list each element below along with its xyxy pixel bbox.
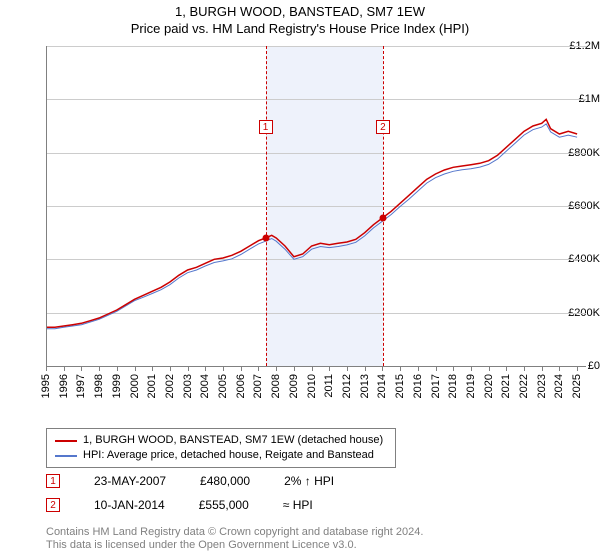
xtick-mark [489,366,490,371]
sale-badge: 1 [46,474,60,488]
xtick-mark [205,366,206,371]
xtick-mark [81,366,82,371]
xtick-label: 2023 [536,374,548,398]
marker-badge: 2 [376,120,390,134]
legend-swatch [55,455,77,457]
xtick-mark [312,366,313,371]
xtick-label: 2020 [483,374,495,398]
xtick-label: 2009 [288,374,300,398]
xtick-label: 2001 [146,374,158,398]
xtick-mark [382,366,383,371]
xtick-mark [418,366,419,371]
xtick-mark [347,366,348,371]
xtick-label: 1998 [93,374,105,398]
xtick-mark [170,366,171,371]
xtick-mark [365,366,366,371]
footer-attribution: Contains HM Land Registry data © Crown c… [46,526,423,552]
xtick-mark [99,366,100,371]
xtick-label: 1995 [40,374,52,398]
legend-swatch [55,440,77,442]
xtick-mark [117,366,118,371]
xtick-label: 2013 [359,374,371,398]
series-line [46,119,577,327]
marker-vline [266,46,267,366]
xtick-mark [577,366,578,371]
legend-item: HPI: Average price, detached house, Reig… [55,448,387,463]
sale-price: £555,000 [199,498,249,512]
sale-price: £480,000 [200,474,250,488]
legend-label: HPI: Average price, detached house, Reig… [83,448,374,463]
sale-delta: 2% ↑ HPI [284,474,334,488]
xtick-label: 2012 [341,374,353,398]
chart-subtitle: Price paid vs. HM Land Registry's House … [0,19,600,36]
xtick-label: 2014 [376,374,388,398]
sale-row: 2 10-JAN-2014 £555,000 ≈ HPI [46,498,313,512]
marker-badge: 1 [259,120,273,134]
xtick-mark [135,366,136,371]
xtick-mark [241,366,242,371]
xtick-mark [152,366,153,371]
xtick-mark [223,366,224,371]
xtick-label: 2025 [571,374,583,398]
sale-date: 23-MAY-2007 [94,474,166,488]
xtick-label: 2007 [252,374,264,398]
xtick-mark [506,366,507,371]
xtick-label: 2005 [217,374,229,398]
xtick-label: 2010 [306,374,318,398]
xtick-label: 2022 [518,374,530,398]
legend: 1, BURGH WOOD, BANSTEAD, SM7 1EW (detach… [46,428,396,468]
xtick-label: 2004 [199,374,211,398]
xtick-mark [471,366,472,371]
xtick-mark [329,366,330,371]
xtick-label: 2006 [235,374,247,398]
chart-title: 1, BURGH WOOD, BANSTEAD, SM7 1EW [0,0,600,19]
xtick-label: 2021 [500,374,512,398]
xtick-label: 2000 [129,374,141,398]
sale-date: 10-JAN-2014 [94,498,165,512]
xtick-mark [400,366,401,371]
sale-delta: ≈ HPI [283,498,313,512]
xtick-label: 2008 [270,374,282,398]
xtick-label: 2016 [412,374,424,398]
xtick-label: 2003 [182,374,194,398]
xtick-mark [258,366,259,371]
xtick-mark [276,366,277,371]
xtick-mark [294,366,295,371]
xtick-mark [188,366,189,371]
xtick-label: 2002 [164,374,176,398]
footer-line2: This data is licensed under the Open Gov… [46,539,423,552]
xtick-label: 1997 [75,374,87,398]
xtick-mark [542,366,543,371]
xtick-mark [64,366,65,371]
xtick-label: 2017 [430,374,442,398]
sale-badge: 2 [46,498,60,512]
xtick-label: 2018 [447,374,459,398]
sale-row: 1 23-MAY-2007 £480,000 2% ↑ HPI [46,474,334,488]
line-series-svg [46,46,586,366]
x-axis-line [46,366,586,367]
marker-vline [383,46,384,366]
xtick-label: 2019 [465,374,477,398]
legend-label: 1, BURGH WOOD, BANSTEAD, SM7 1EW (detach… [83,433,383,448]
xtick-label: 2011 [323,374,335,398]
xtick-label: 1996 [58,374,70,398]
xtick-mark [524,366,525,371]
xtick-label: 1999 [111,374,123,398]
chart-area: £0£200K£400K£600K£800K£1M£1.2M 12 199519… [0,42,600,422]
xtick-label: 2024 [553,374,565,398]
xtick-mark [559,366,560,371]
plot-area: 12 [46,46,586,366]
xtick-label: 2015 [394,374,406,398]
footer-line1: Contains HM Land Registry data © Crown c… [46,526,423,539]
marker-dot [262,235,269,242]
y-axis-line [46,46,47,366]
xtick-mark [46,366,47,371]
legend-item: 1, BURGH WOOD, BANSTEAD, SM7 1EW (detach… [55,433,387,448]
marker-dot [379,215,386,222]
xtick-mark [436,366,437,371]
xtick-mark [453,366,454,371]
